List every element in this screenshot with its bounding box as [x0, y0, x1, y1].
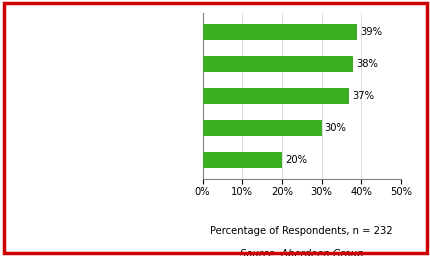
Bar — [202, 56, 353, 72]
Bar — [202, 24, 356, 40]
Bar — [202, 152, 281, 168]
Text: 37%: 37% — [352, 91, 374, 101]
Text: Percentage of Respondents, n = 232: Percentage of Respondents, n = 232 — [210, 226, 392, 236]
Bar — [202, 120, 321, 136]
Text: 38%: 38% — [356, 59, 378, 69]
Text: Source: Aberdeen Group: Source: Aberdeen Group — [240, 249, 362, 256]
Bar — [202, 88, 348, 104]
Text: 30%: 30% — [324, 123, 346, 133]
Text: 39%: 39% — [359, 27, 381, 37]
Text: 20%: 20% — [284, 155, 306, 165]
